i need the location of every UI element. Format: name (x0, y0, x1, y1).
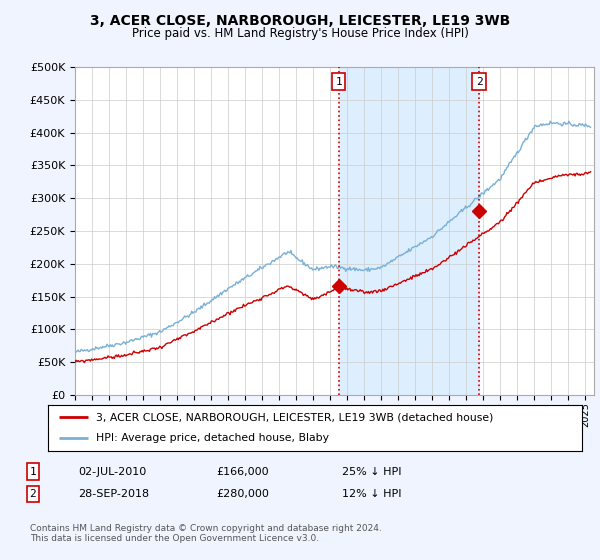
Text: 2: 2 (476, 77, 482, 87)
Text: 02-JUL-2010: 02-JUL-2010 (78, 466, 146, 477)
Text: Price paid vs. HM Land Registry's House Price Index (HPI): Price paid vs. HM Land Registry's House … (131, 27, 469, 40)
Text: £166,000: £166,000 (216, 466, 269, 477)
Text: 12% ↓ HPI: 12% ↓ HPI (342, 489, 401, 499)
Bar (339, 67, 479, 395)
Text: HPI: Average price, detached house, Blaby: HPI: Average price, detached house, Blab… (96, 433, 329, 444)
Text: 28-SEP-2018: 28-SEP-2018 (78, 489, 149, 499)
Text: 2: 2 (29, 489, 37, 499)
Text: £280,000: £280,000 (216, 489, 269, 499)
Text: 1: 1 (29, 466, 37, 477)
Text: Contains HM Land Registry data © Crown copyright and database right 2024.
This d: Contains HM Land Registry data © Crown c… (30, 524, 382, 543)
Text: 25% ↓ HPI: 25% ↓ HPI (342, 466, 401, 477)
Text: 3, ACER CLOSE, NARBOROUGH, LEICESTER, LE19 3WB (detached house): 3, ACER CLOSE, NARBOROUGH, LEICESTER, LE… (96, 412, 493, 422)
Text: 3, ACER CLOSE, NARBOROUGH, LEICESTER, LE19 3WB: 3, ACER CLOSE, NARBOROUGH, LEICESTER, LE… (90, 14, 510, 28)
Text: 1: 1 (335, 77, 342, 87)
